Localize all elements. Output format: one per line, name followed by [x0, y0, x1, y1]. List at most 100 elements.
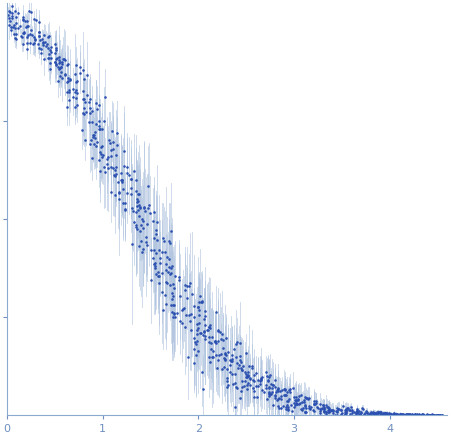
Point — [329, 409, 336, 416]
Point — [269, 382, 276, 388]
Point — [184, 282, 191, 289]
Point — [190, 314, 197, 321]
Point — [302, 394, 309, 401]
Point — [387, 411, 394, 418]
Point — [232, 379, 239, 386]
Point — [429, 411, 436, 418]
Point — [407, 411, 414, 418]
Point — [153, 226, 160, 233]
Point — [366, 411, 373, 418]
Point — [248, 363, 255, 370]
Point — [109, 165, 117, 172]
Point — [313, 398, 320, 405]
Point — [190, 359, 198, 366]
Point — [74, 90, 81, 97]
Point — [434, 411, 441, 418]
Point — [216, 352, 223, 359]
Point — [284, 397, 292, 404]
Point — [258, 376, 265, 383]
Point — [21, 17, 28, 24]
Point — [135, 201, 143, 208]
Point — [32, 36, 39, 43]
Point — [323, 408, 330, 415]
Point — [412, 411, 419, 418]
Point — [281, 386, 288, 393]
Point — [428, 411, 435, 418]
Point — [251, 378, 258, 385]
Point — [170, 293, 177, 300]
Point — [250, 393, 257, 400]
Point — [434, 411, 441, 418]
Point — [353, 406, 360, 413]
Point — [377, 411, 384, 418]
Point — [207, 358, 214, 365]
Point — [354, 409, 361, 416]
Point — [374, 409, 382, 416]
Point — [208, 354, 216, 361]
Point — [185, 311, 193, 318]
Point — [205, 333, 212, 340]
Point — [160, 306, 167, 313]
Point — [20, 16, 27, 23]
Point — [91, 140, 98, 147]
Point — [302, 403, 309, 410]
Point — [9, 23, 16, 30]
Point — [180, 305, 188, 312]
Point — [237, 388, 244, 395]
Point — [223, 378, 230, 385]
Point — [168, 302, 175, 309]
Point — [91, 129, 98, 136]
Point — [194, 324, 202, 331]
Point — [290, 399, 297, 406]
Point — [140, 204, 148, 211]
Point — [222, 351, 230, 358]
Point — [128, 205, 135, 212]
Point — [120, 147, 127, 154]
Point — [54, 78, 62, 85]
Point — [243, 373, 251, 380]
Point — [187, 326, 194, 333]
Point — [231, 371, 239, 378]
Point — [386, 409, 393, 416]
Point — [423, 411, 430, 418]
Point — [137, 228, 144, 235]
Point — [310, 401, 318, 408]
Point — [69, 85, 76, 92]
Point — [256, 378, 264, 385]
Point — [133, 221, 140, 228]
Point — [358, 409, 365, 416]
Point — [143, 241, 150, 248]
Point — [36, 32, 43, 39]
Point — [190, 345, 198, 352]
Point — [414, 411, 421, 418]
Point — [167, 228, 174, 235]
Point — [233, 385, 240, 392]
Point — [370, 409, 377, 416]
Point — [301, 399, 308, 406]
Point — [418, 411, 425, 418]
Point — [128, 184, 135, 191]
Point — [423, 411, 430, 418]
Point — [319, 404, 326, 411]
Point — [390, 410, 397, 417]
Point — [176, 293, 184, 300]
Point — [112, 173, 119, 180]
Point — [288, 408, 295, 415]
Point — [119, 185, 126, 192]
Point — [220, 364, 227, 371]
Point — [118, 177, 126, 184]
Point — [58, 69, 65, 76]
Point — [72, 79, 80, 86]
Point — [170, 281, 177, 288]
Point — [225, 349, 232, 356]
Point — [390, 409, 397, 416]
Point — [368, 411, 375, 418]
Point — [52, 61, 59, 68]
Point — [72, 89, 79, 96]
Point — [359, 405, 366, 412]
Point — [319, 402, 326, 409]
Point — [201, 332, 208, 339]
Point — [356, 407, 363, 414]
Point — [272, 376, 279, 383]
Point — [206, 324, 213, 331]
